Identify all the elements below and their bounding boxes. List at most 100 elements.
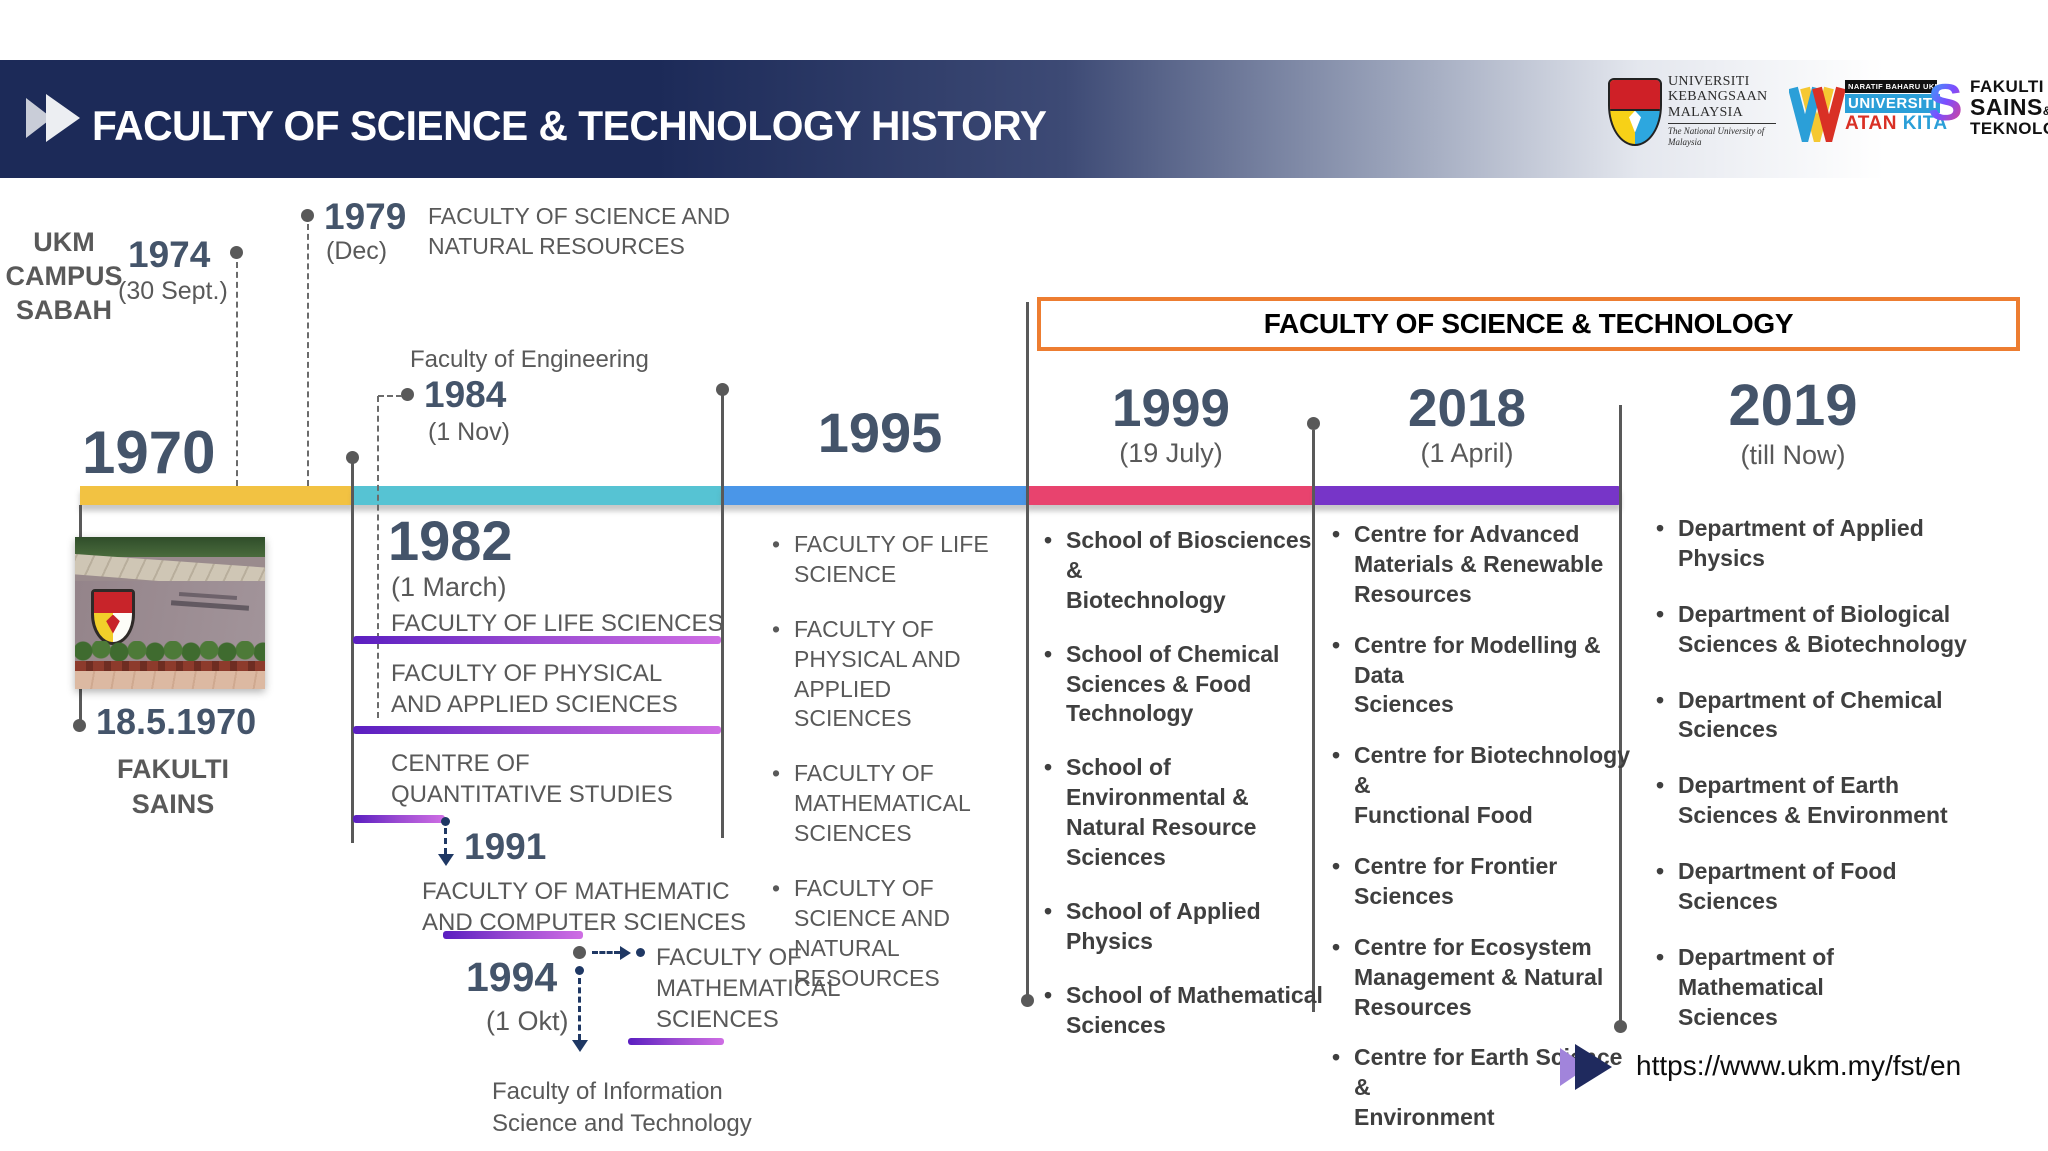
watan-kita-label: ATAN KITA (1845, 113, 1947, 135)
fst-fakulti-label: FAKULTI (1970, 77, 2045, 96)
page-title: FACULTY OF SCIENCE & TECHNOLOGY HISTORY (92, 102, 1047, 149)
underline-mathematical-sciences (628, 1038, 724, 1045)
dot-1994-junction (573, 946, 586, 959)
list-item: Department of Chemical Sciences (1654, 686, 1974, 746)
label-faculty-of-engineering: Faculty of Engineering (410, 346, 649, 373)
timeline-bar-1970 (80, 486, 353, 505)
connector-1982-left-line (351, 462, 354, 843)
dot-1970 (73, 719, 86, 732)
fst-amp-label: & (2043, 104, 2048, 118)
year-1999: 1999 (1112, 379, 1230, 438)
list-item: School of Mathematical Sciences (1042, 981, 1327, 1041)
list-item: Centre for Biotechnology & Functional Fo… (1330, 741, 1630, 831)
list-item: School of Environmental & Natural Resour… (1042, 753, 1327, 873)
year-1995: 1995 (817, 401, 943, 464)
connector-1982-right-line (721, 394, 724, 838)
list-item: Department of Food Sciences (1654, 857, 1974, 917)
dot-1991 (441, 817, 450, 826)
underline-quantitative (353, 815, 445, 823)
arrow-1991-line (444, 828, 447, 854)
list-item: Centre for Modelling & Data Sciences (1330, 631, 1630, 721)
ukm-name-line1: UNIVERSITI (1668, 74, 1750, 89)
date-1982: (1 March) (391, 572, 507, 602)
dashed-line-1974 (236, 262, 238, 486)
list-item: Department of Mathematical Sciences (1654, 943, 1974, 1033)
dot-1979 (301, 209, 314, 222)
campus-photo (75, 537, 265, 689)
dot-1974 (230, 246, 243, 259)
fst-logo: S FAKULTI SAINS& TEKNOLOGI (1926, 74, 2048, 162)
list-item: Department of Biological Sciences & Biot… (1654, 600, 1974, 660)
arrow-1994-down-line (578, 978, 581, 1040)
play-icon-front-triangle (46, 94, 80, 142)
dot-1982-top (346, 451, 359, 464)
list-item: School of Chemical Sciences & Food Techn… (1042, 640, 1327, 730)
ukm-logo-text: UNIVERSITI KEBANGSAAN MALAYSIA The Natio… (1668, 74, 1788, 147)
list-item: FACULTY OF LIFE SCIENCE (770, 530, 1010, 590)
play-icon (26, 94, 96, 142)
svg-text:S: S (1928, 76, 1963, 128)
year-2019: 2019 (1728, 373, 1858, 438)
date-1994: (1 Okt) (486, 1006, 569, 1036)
watan-tagline: NARATIF BAHARU UKM (1845, 80, 1941, 93)
list-2019: Department of Applied Physics Department… (1654, 514, 1974, 1059)
ukm-name-line3: MALAYSIA (1668, 104, 1744, 120)
dot-2018-bottom (1614, 1020, 1627, 1033)
list-item: Department of Applied Physics (1654, 514, 1974, 574)
underline-mathematic-computer (443, 931, 583, 939)
date-2018: (1 April) (1420, 438, 1514, 468)
photo-trees (75, 537, 265, 557)
dot-1984 (401, 388, 414, 401)
dot-1999-bottom (1021, 994, 1034, 1007)
fst-s-icon: S (1928, 74, 1963, 132)
watan-w-icon (1789, 86, 1846, 142)
timeline-bar-1999 (1028, 486, 1314, 505)
year-1984: 1984 (424, 374, 507, 415)
timeline-bar-2018 (1314, 486, 1621, 505)
fakulti-sains-label: FAKULTI SAINS (117, 754, 229, 820)
list-item: FACULTY OF MATHEMATICAL SCIENCES (770, 759, 1010, 849)
dot-1982-right-top (716, 383, 729, 396)
timeline-bar-1982 (353, 486, 722, 505)
ukm-crest-icon (1608, 78, 1662, 146)
date-18-5-1970: 18.5.1970 (96, 701, 257, 742)
list-item: Centre for Advanced Materials & Renewabl… (1330, 520, 1630, 610)
header-band: FACULTY OF SCIENCE & TECHNOLOGY HISTORY … (0, 60, 2048, 178)
label-centre-quantitative: CENTRE OF QUANTITATIVE STUDIES (391, 750, 673, 809)
year-1991: 1991 (464, 826, 547, 867)
fst-sains-label: SAINS (1970, 93, 2043, 120)
timeline-bar-1995 (722, 486, 1028, 505)
list-item: FACULTY OF PHYSICAL AND APPLIED SCIENCES (770, 615, 1010, 735)
list-item: FACULTY OF SCIENCE AND NATURAL RESOURCES (770, 874, 1010, 994)
underline-life-sciences (353, 636, 721, 644)
dashed-elbow-1984 (378, 395, 402, 397)
list-item: School of Applied Physics (1042, 897, 1327, 957)
watan-universiti-label: UNIVERSITI (1845, 94, 1941, 113)
list-item: Centre for Frontier Sciences (1330, 852, 1630, 912)
date-1974: (30 Sept.) (118, 277, 228, 305)
list-1995: FACULTY OF LIFE SCIENCE FACULTY OF PHYSI… (770, 530, 1010, 1019)
separator-1995-1999 (1026, 302, 1029, 998)
date-1984: (1 Nov) (428, 418, 510, 446)
ukm-logo-divider (1668, 123, 1776, 125)
date-2019: (till Now) (1740, 440, 1846, 470)
list-item: Centre for Ecosystem Management & Natura… (1330, 933, 1630, 1023)
photo-pavement (75, 671, 265, 689)
arrow-1994-right-head (620, 946, 631, 960)
ukm-logo-subtitle: The National University of Malaysia (1668, 126, 1765, 147)
date-1999: (19 July) (1119, 438, 1223, 468)
label-faculty-mathematic-computer: FACULTY OF MATHEMATIC AND COMPUTER SCIEN… (422, 878, 747, 937)
arrow-1994-right-line (592, 951, 620, 954)
ukm-campus-sabah-label: UKM CAMPUS SABAH (5, 227, 123, 325)
year-1982: 1982 (388, 509, 513, 572)
fst-box-title: FACULTY OF SCIENCE & TECHNOLOGY (1037, 297, 2020, 351)
bullet-1994-faculty (636, 948, 645, 957)
url-arrow-front-icon (1575, 1044, 1612, 1090)
website-link[interactable]: https://www.ukm.my/fst/en (1636, 1050, 1962, 1081)
label-1979-faculty: FACULTY OF SCIENCE AND NATURAL RESOURCES (428, 203, 731, 259)
watan-kita-text: KITA (1902, 113, 1948, 134)
photo-plants (75, 641, 265, 663)
dot-1999-2018 (1307, 417, 1320, 430)
photo-ukm-crest (91, 589, 135, 645)
